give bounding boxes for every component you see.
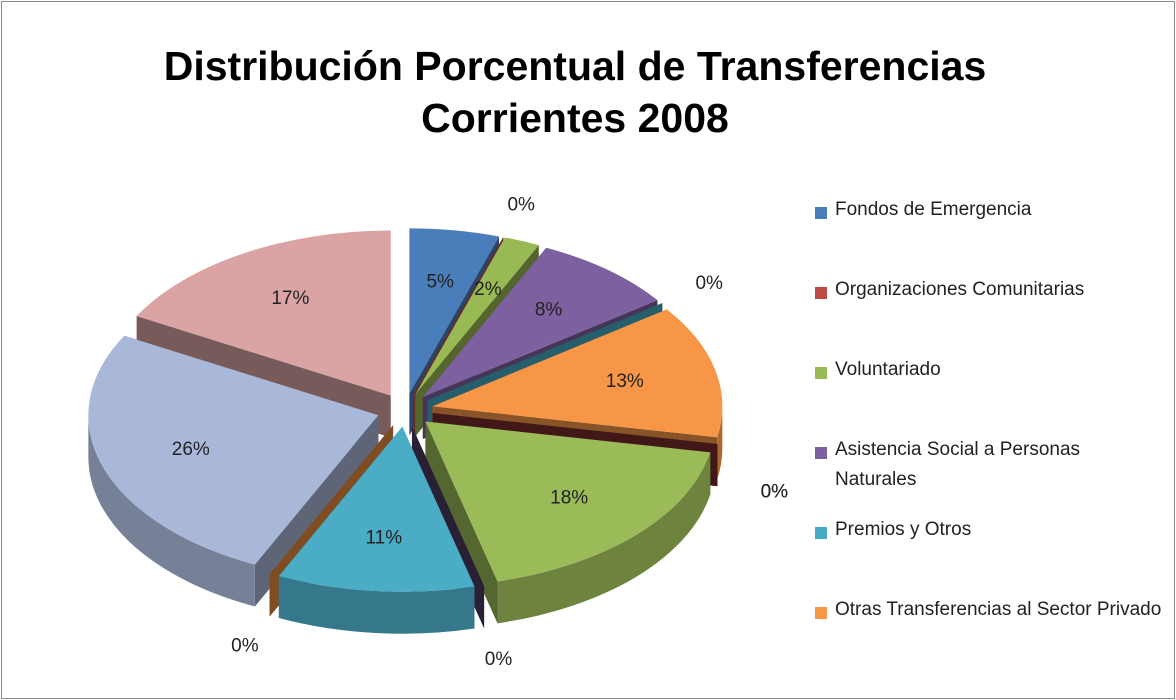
data-label: 0% — [761, 481, 789, 502]
slice — [425, 421, 711, 582]
data-label: 5% — [426, 272, 454, 293]
slice-side — [278, 576, 475, 634]
legend-label: Asistencia Social a Personas Naturales — [835, 439, 1081, 490]
slice — [278, 426, 475, 592]
data-label: 26% — [172, 439, 210, 460]
slice — [415, 237, 539, 395]
legend-swatch — [815, 287, 827, 299]
legend-swatch — [815, 527, 827, 539]
data-label: 13% — [606, 371, 644, 392]
data-label: 18% — [550, 487, 588, 508]
data-label: 8% — [535, 300, 563, 321]
slice — [422, 247, 658, 398]
legend-entry: Otras Transferencias al Sector Privado — [815, 595, 1165, 675]
slice-side — [497, 452, 711, 624]
slice — [136, 230, 391, 396]
legend-label: Voluntariado — [835, 359, 941, 380]
legend-entry: Premios y Otros — [815, 515, 1165, 595]
slice — [432, 309, 723, 438]
legend: Fondos de Emergencia Organizaciones Comun… — [815, 195, 1165, 675]
legend-label: Organizaciones Comunitarias — [835, 279, 1085, 300]
data-label: 0% — [231, 635, 259, 656]
legend-entry: Organizaciones Comunitarias — [815, 275, 1165, 355]
slice — [411, 426, 485, 587]
legend-swatch — [815, 447, 827, 459]
legend-entry: Asistencia Social a Personas Naturales — [815, 435, 1165, 515]
legend-label: Otras Transferencias al Sector Privado — [835, 599, 1162, 620]
legend-swatch — [815, 367, 827, 379]
data-label: 0% — [695, 273, 723, 294]
data-label: 2% — [474, 279, 502, 300]
data-label: 17% — [271, 288, 309, 309]
slice-side — [88, 415, 255, 607]
chart-title: Distribución Porcentual de Transferencia… — [163, 43, 987, 141]
slice — [427, 303, 663, 401]
slice-side — [717, 406, 723, 480]
data-label: 0% — [485, 649, 513, 670]
legend-swatch — [815, 207, 827, 219]
slice — [88, 335, 379, 565]
data-label: 0% — [761, 481, 789, 502]
legend-entry: Fondos de Emergencia — [815, 195, 1165, 275]
data-label: 0% — [507, 195, 535, 216]
legend-entry: Voluntariado — [815, 355, 1165, 435]
slice — [409, 228, 499, 394]
pie-area: 5%0%2%8%0%13%0%0%18%0%11%0%26%17% — [88, 195, 789, 670]
data-label: 11% — [365, 527, 402, 548]
legend-swatch — [815, 607, 827, 619]
legend-label: Premios y Otros — [835, 519, 972, 540]
legend-label: Fondos de Emergencia — [835, 199, 1032, 220]
slice-wall — [425, 421, 498, 624]
